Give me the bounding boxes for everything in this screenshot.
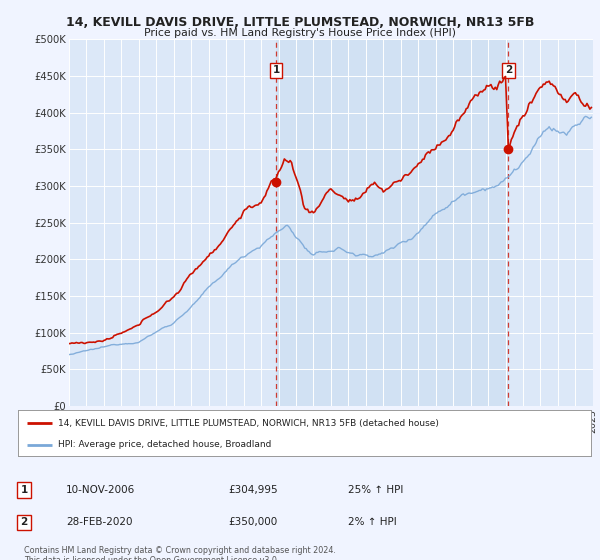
Text: 14, KEVILL DAVIS DRIVE, LITTLE PLUMSTEAD, NORWICH, NR13 5FB (detached house): 14, KEVILL DAVIS DRIVE, LITTLE PLUMSTEAD… <box>58 419 439 428</box>
Text: HPI: Average price, detached house, Broadland: HPI: Average price, detached house, Broa… <box>58 440 271 450</box>
Text: Price paid vs. HM Land Registry's House Price Index (HPI): Price paid vs. HM Land Registry's House … <box>144 28 456 38</box>
Text: 1: 1 <box>272 66 280 76</box>
Text: 2: 2 <box>20 517 28 528</box>
Text: 28-FEB-2020: 28-FEB-2020 <box>66 517 133 528</box>
Bar <box>276 39 508 406</box>
Text: £350,000: £350,000 <box>228 517 277 528</box>
Text: 14, KEVILL DAVIS DRIVE, LITTLE PLUMSTEAD, NORWICH, NR13 5FB: 14, KEVILL DAVIS DRIVE, LITTLE PLUMSTEAD… <box>66 16 534 29</box>
Text: Contains HM Land Registry data © Crown copyright and database right 2024.
This d: Contains HM Land Registry data © Crown c… <box>24 546 336 560</box>
Text: £304,995: £304,995 <box>228 485 278 495</box>
Text: 25% ↑ HPI: 25% ↑ HPI <box>348 485 403 495</box>
Text: 2: 2 <box>505 66 512 76</box>
Text: 2% ↑ HPI: 2% ↑ HPI <box>348 517 397 528</box>
Text: 10-NOV-2006: 10-NOV-2006 <box>66 485 135 495</box>
Text: 1: 1 <box>20 485 28 495</box>
